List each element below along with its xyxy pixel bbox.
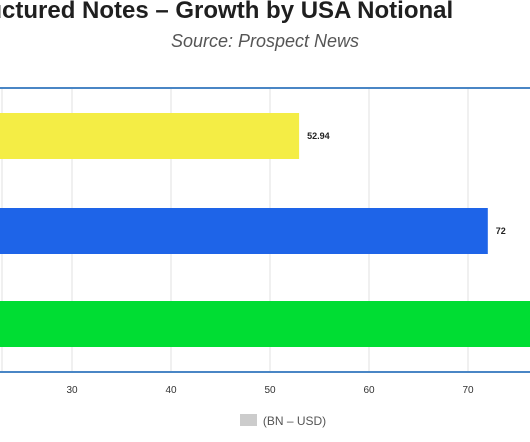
- chart-subtitle: Source: Prospect News: [170, 31, 360, 51]
- x-axis-ticks: 30 40 50 60 70: [66, 385, 474, 396]
- bar[interactable]: [0, 301, 530, 347]
- bar-value-label: 72: [496, 226, 506, 236]
- bar-value-label: 52.94: [307, 131, 330, 141]
- plot-border: [0, 87, 530, 373]
- x-tick-label: 30: [66, 385, 78, 396]
- x-tick-label: 40: [165, 385, 177, 396]
- x-tick-label: 70: [462, 385, 474, 396]
- legend-label: (BN – USD): [262, 414, 327, 428]
- bar[interactable]: [0, 113, 300, 159]
- legend-swatch: [239, 414, 257, 426]
- chart-title: Structured Notes – Growth by USA Notiona…: [0, 0, 454, 24]
- bars: [0, 113, 530, 347]
- bar[interactable]: [0, 208, 488, 254]
- x-tick-label: 60: [363, 385, 375, 396]
- x-tick-label: 50: [264, 385, 276, 396]
- legend[interactable]: (BN – USD): [0, 414, 530, 428]
- data-labels: 52.94 72: [307, 131, 506, 236]
- plot-frame: [0, 87, 530, 373]
